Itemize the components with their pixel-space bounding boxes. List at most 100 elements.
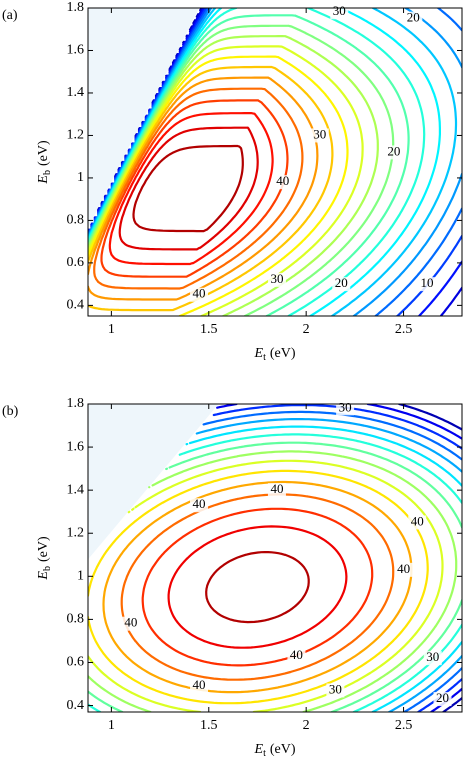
y-axis-label: Eb (eV) (36, 536, 53, 581)
contour-label-bg (267, 483, 286, 498)
contour-line (88, 55, 349, 316)
y-tick-label: 1.8 (67, 0, 85, 15)
contour-label-bg (394, 562, 413, 577)
panel-label: (b) (2, 404, 19, 419)
contour-label: 20 (387, 143, 400, 158)
label-symbol: E (36, 175, 51, 185)
contour-label-bg (404, 11, 423, 26)
label-subscript: t (263, 748, 266, 759)
contour-label-bg (310, 128, 329, 143)
x-tick-label: 2 (303, 322, 310, 337)
contour-line (88, 433, 462, 712)
y-tick-label: 1 (77, 170, 84, 185)
label-unit: (eV) (270, 346, 296, 361)
contour-line (141, 507, 374, 667)
contour-label: 30 (329, 681, 342, 696)
contour-line (88, 450, 458, 712)
label-unit: (eV) (270, 742, 296, 757)
contour-line (398, 404, 462, 712)
contour-panel: 30 40 40 40 40 40 40 40 30 30 20 1 1.5 2 2.5 0.4 0.6 0.8 1… (2, 396, 463, 759)
contour-label: 40 (193, 496, 206, 511)
contour-label: 40 (193, 677, 206, 692)
contour-label-bg (190, 498, 209, 513)
contour-line (88, 8, 441, 316)
contour-label: 40 (270, 481, 283, 496)
y-tick-label: 0.6 (67, 655, 85, 670)
x-axis-label: Et (eV) (254, 346, 296, 363)
contour-label: 20 (407, 10, 420, 25)
contour-label: 30 (270, 271, 283, 286)
contour-line (88, 441, 462, 712)
contour-line (118, 126, 259, 251)
contour-label-bg (408, 515, 427, 530)
x-tick-label: 1.5 (200, 322, 218, 337)
y-tick-label: 0.4 (67, 298, 85, 313)
contour-panel: 30 20 30 20 40 30 20 10 40 1 1.5 2 2.5 0.4 0.6 0.8 1 1.2 1… (2, 0, 463, 363)
contour-label-bg (417, 277, 436, 292)
contour-line (120, 493, 395, 681)
x-tick-label: 2.5 (395, 322, 413, 337)
contour-label-bg (267, 272, 286, 287)
contour-line (93, 87, 304, 290)
contour-label: 40 (290, 647, 303, 662)
y-tick-label: 1 (77, 569, 84, 584)
y-tick-label: 1.6 (67, 43, 85, 58)
contour-label-bg (330, 5, 349, 20)
undefined-region (88, 404, 219, 560)
label-symbol: E (254, 346, 264, 361)
contour-label-bg (332, 277, 351, 292)
panel-label: (a) (2, 8, 18, 23)
contour-label-bg (326, 683, 345, 698)
label-subscript: t (263, 352, 266, 363)
y-tick-label: 1.6 (67, 439, 85, 454)
contour-label-bg (287, 649, 306, 663)
x-tick-label: 1.5 (200, 718, 218, 733)
x-tick-label: 1 (108, 718, 115, 733)
contour-line (195, 418, 462, 712)
contour-label: 30 (426, 649, 439, 664)
contour-label-bg (190, 287, 209, 302)
x-tick-label: 2.5 (395, 718, 413, 733)
label-subscript: b (42, 566, 53, 571)
plot-frame (87, 7, 463, 317)
y-tick-label: 1.8 (67, 396, 85, 411)
contour-label-bg (384, 145, 403, 160)
x-tick-label: 1 (108, 322, 115, 337)
y-tick-label: 0.6 (67, 255, 85, 270)
contour-label: 30 (339, 399, 352, 414)
contour-label: 40 (193, 286, 206, 301)
contour-label-bg (336, 401, 355, 416)
y-tick-label: 0.8 (67, 612, 85, 627)
contour-label: 10 (420, 275, 433, 290)
contour-line (167, 525, 348, 649)
label-subscript: b (42, 170, 53, 175)
plot-frame (87, 403, 463, 713)
contour-label: 40 (411, 513, 424, 528)
undefined-region (88, 8, 200, 229)
y-tick-label: 0.4 (67, 698, 85, 713)
label-unit: (eV) (36, 140, 51, 166)
y-tick-label: 0.8 (67, 213, 85, 228)
contour-line (88, 459, 444, 712)
y-tick-label: 1.4 (67, 85, 85, 100)
label-symbol: E (254, 742, 264, 757)
y-tick-label: 1.2 (67, 525, 85, 540)
contour-label-bg (423, 651, 442, 666)
contour-line (88, 469, 429, 705)
contour-label-bg (433, 692, 452, 707)
x-tick-label: 2 (303, 718, 310, 733)
contour-label: 30 (313, 126, 326, 141)
contour-line (132, 144, 244, 233)
y-tick-label: 1.2 (67, 128, 85, 143)
contour-label: 40 (124, 615, 137, 630)
contour-line (88, 65, 334, 312)
contour-label: 40 (397, 561, 410, 576)
y-tick-label: 1.4 (67, 482, 85, 497)
contour-label-bg (273, 175, 292, 190)
contour-label: 20 (436, 690, 449, 705)
contour-label-bg (121, 616, 140, 631)
x-axis-label: Et (eV) (254, 742, 296, 759)
contour-label: 20 (335, 275, 348, 290)
contour-label-bg (190, 679, 209, 694)
